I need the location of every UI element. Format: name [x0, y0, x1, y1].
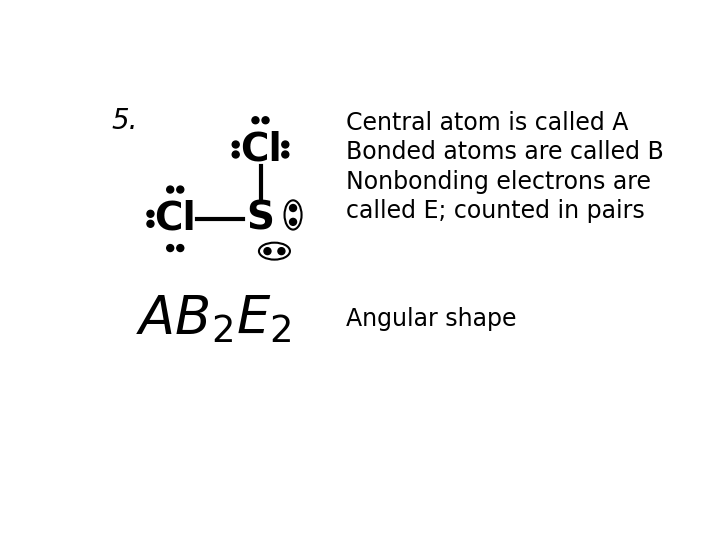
- Circle shape: [177, 186, 184, 193]
- Text: Bonded atoms are called B: Bonded atoms are called B: [346, 140, 664, 164]
- Text: Angular shape: Angular shape: [346, 307, 516, 332]
- Text: Cl: Cl: [154, 200, 196, 238]
- Circle shape: [233, 151, 239, 158]
- Circle shape: [147, 211, 154, 217]
- Circle shape: [252, 117, 259, 124]
- Circle shape: [264, 248, 271, 254]
- Circle shape: [167, 245, 174, 252]
- Circle shape: [177, 245, 184, 252]
- Circle shape: [147, 220, 154, 227]
- Text: Nonbonding electrons are: Nonbonding electrons are: [346, 170, 651, 193]
- Circle shape: [289, 218, 297, 225]
- Text: 5.: 5.: [112, 107, 138, 135]
- Text: called E; counted in pairs: called E; counted in pairs: [346, 199, 644, 223]
- Text: Central atom is called A: Central atom is called A: [346, 111, 628, 135]
- Circle shape: [282, 141, 289, 148]
- Circle shape: [262, 117, 269, 124]
- Circle shape: [278, 248, 285, 254]
- Text: S: S: [246, 200, 274, 238]
- Text: $\mathit{AB_2E_2}$: $\mathit{AB_2E_2}$: [136, 293, 292, 345]
- Circle shape: [282, 151, 289, 158]
- Text: Cl: Cl: [240, 131, 282, 168]
- Circle shape: [233, 141, 239, 148]
- Circle shape: [289, 205, 297, 212]
- Circle shape: [167, 186, 174, 193]
